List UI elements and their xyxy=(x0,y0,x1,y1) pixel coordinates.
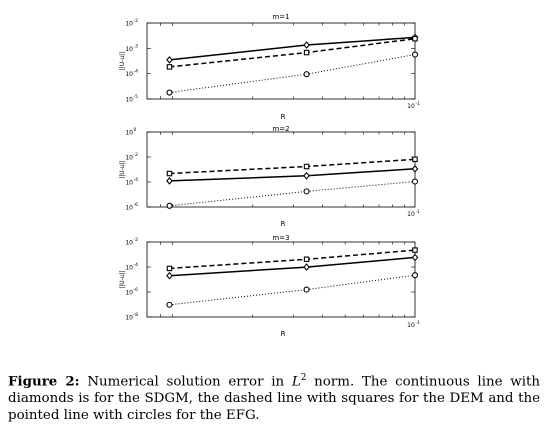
series-line-dashed xyxy=(169,249,416,270)
diamond-marker xyxy=(166,271,173,280)
caption-label: Figure 2: xyxy=(8,373,80,390)
caption-text-after: norm. The continuous line with diamonds … xyxy=(8,374,540,423)
chart-title: m=2 xyxy=(272,125,289,133)
chart-panel-2: m=2R||U-u||10 010 -210 -410 -610 -1 xyxy=(119,125,420,228)
y-tick-label: 10 xyxy=(125,71,133,78)
x-axis-label: R xyxy=(281,220,286,228)
square-marker xyxy=(166,64,173,70)
circle-marker xyxy=(411,178,419,185)
diamond-marker xyxy=(303,263,310,271)
series-line-solid xyxy=(169,168,416,182)
caption-norm-exp: 2 xyxy=(300,373,307,383)
series-line-dashed xyxy=(169,37,416,68)
y-tick-label-exponent: -4 xyxy=(134,262,139,268)
x-tick-label-exponent: -1 xyxy=(416,209,421,215)
y-tick-label-exponent: -8 xyxy=(134,312,139,318)
x-axis-label: R xyxy=(281,330,286,338)
y-tick-label: 10 xyxy=(125,21,133,28)
circle-marker xyxy=(303,188,310,195)
series-line-solid xyxy=(169,36,416,61)
y-axis-label: ||U-u|| xyxy=(119,52,126,70)
y-tick-label-exponent: -2 xyxy=(134,152,139,158)
y-tick-label: 10 xyxy=(125,205,133,212)
y-tick-label: 10 xyxy=(125,97,133,104)
y-tick-label-exponent: 0 xyxy=(134,127,137,133)
y-tick-label-exponent: -4 xyxy=(134,177,139,183)
x-axis-label: R xyxy=(281,113,286,121)
square-marker xyxy=(412,156,418,163)
y-tick-label-exponent: -4 xyxy=(134,69,139,75)
series-line-dotted xyxy=(169,181,416,207)
series-line-dotted xyxy=(169,54,416,93)
diamond-marker xyxy=(303,41,310,49)
y-tick-label-exponent: -2 xyxy=(134,237,139,243)
y-tick-label-exponent: -2 xyxy=(134,18,139,24)
y-tick-label: 10 xyxy=(125,290,133,297)
square-marker xyxy=(303,163,310,170)
y-axis-label: ||U-u|| xyxy=(119,270,126,288)
square-marker xyxy=(166,265,173,272)
x-tick-label-exponent: -1 xyxy=(416,101,421,107)
y-tick-label: 10 xyxy=(125,180,133,187)
plot-frame xyxy=(146,241,416,318)
plot-frame xyxy=(146,131,416,208)
diamond-marker xyxy=(411,253,419,262)
y-tick-label: 10 xyxy=(125,265,133,272)
circle-marker xyxy=(303,71,310,78)
circle-marker xyxy=(303,286,310,293)
figure-plots: m=1R||U-u||10-210-310-410-510 -1m=2R||U-u… xyxy=(119,13,420,338)
caption-text-before: Numerical solution error in xyxy=(79,374,292,390)
y-tick-label-exponent: -5 xyxy=(134,94,139,100)
x-tick-label-exponent: -1 xyxy=(416,320,421,326)
square-marker xyxy=(412,35,418,42)
figure-caption: Figure 2: Numerical solution error in L2… xyxy=(8,370,540,424)
square-marker xyxy=(166,170,173,177)
series-line-dotted xyxy=(169,274,416,306)
circle-marker xyxy=(166,301,173,308)
caption-norm-symbol: L xyxy=(291,374,301,390)
diamond-marker xyxy=(166,56,173,64)
chart-panel-3: m=3R||U-u||10 -210 -410 -610 -810 -1 xyxy=(119,234,420,338)
chart-title: m=3 xyxy=(272,234,289,242)
y-axis-label: ||U-u|| xyxy=(119,160,126,178)
diamond-marker xyxy=(411,164,419,173)
y-tick-label: 10 xyxy=(125,46,133,53)
x-tick-label: 10 xyxy=(407,211,415,218)
y-tick-label: 10 xyxy=(125,315,133,322)
y-tick-label-exponent: -6 xyxy=(134,202,139,208)
x-tick-label: 10 xyxy=(407,103,415,110)
y-tick-label: 10 xyxy=(125,155,133,162)
square-marker xyxy=(303,256,310,263)
x-tick-label: 10 xyxy=(407,322,415,329)
square-marker xyxy=(412,247,418,253)
square-marker xyxy=(303,49,310,56)
circle-marker xyxy=(166,202,173,209)
y-tick-label: 10 xyxy=(125,240,133,247)
circle-marker xyxy=(166,89,173,96)
chart-title: m=1 xyxy=(272,13,289,21)
y-tick-label-exponent: -3 xyxy=(134,43,139,49)
circle-marker xyxy=(411,51,419,58)
y-tick-label-exponent: -6 xyxy=(134,287,139,293)
chart-panel-1: m=1R||U-u||10 -210 -310 -410 -510 -1 xyxy=(119,13,420,121)
circle-marker xyxy=(411,272,419,279)
diamond-marker xyxy=(166,177,173,185)
diamond-marker xyxy=(303,171,310,180)
plot-frame xyxy=(146,22,416,100)
y-tick-label: 10 xyxy=(125,130,133,137)
